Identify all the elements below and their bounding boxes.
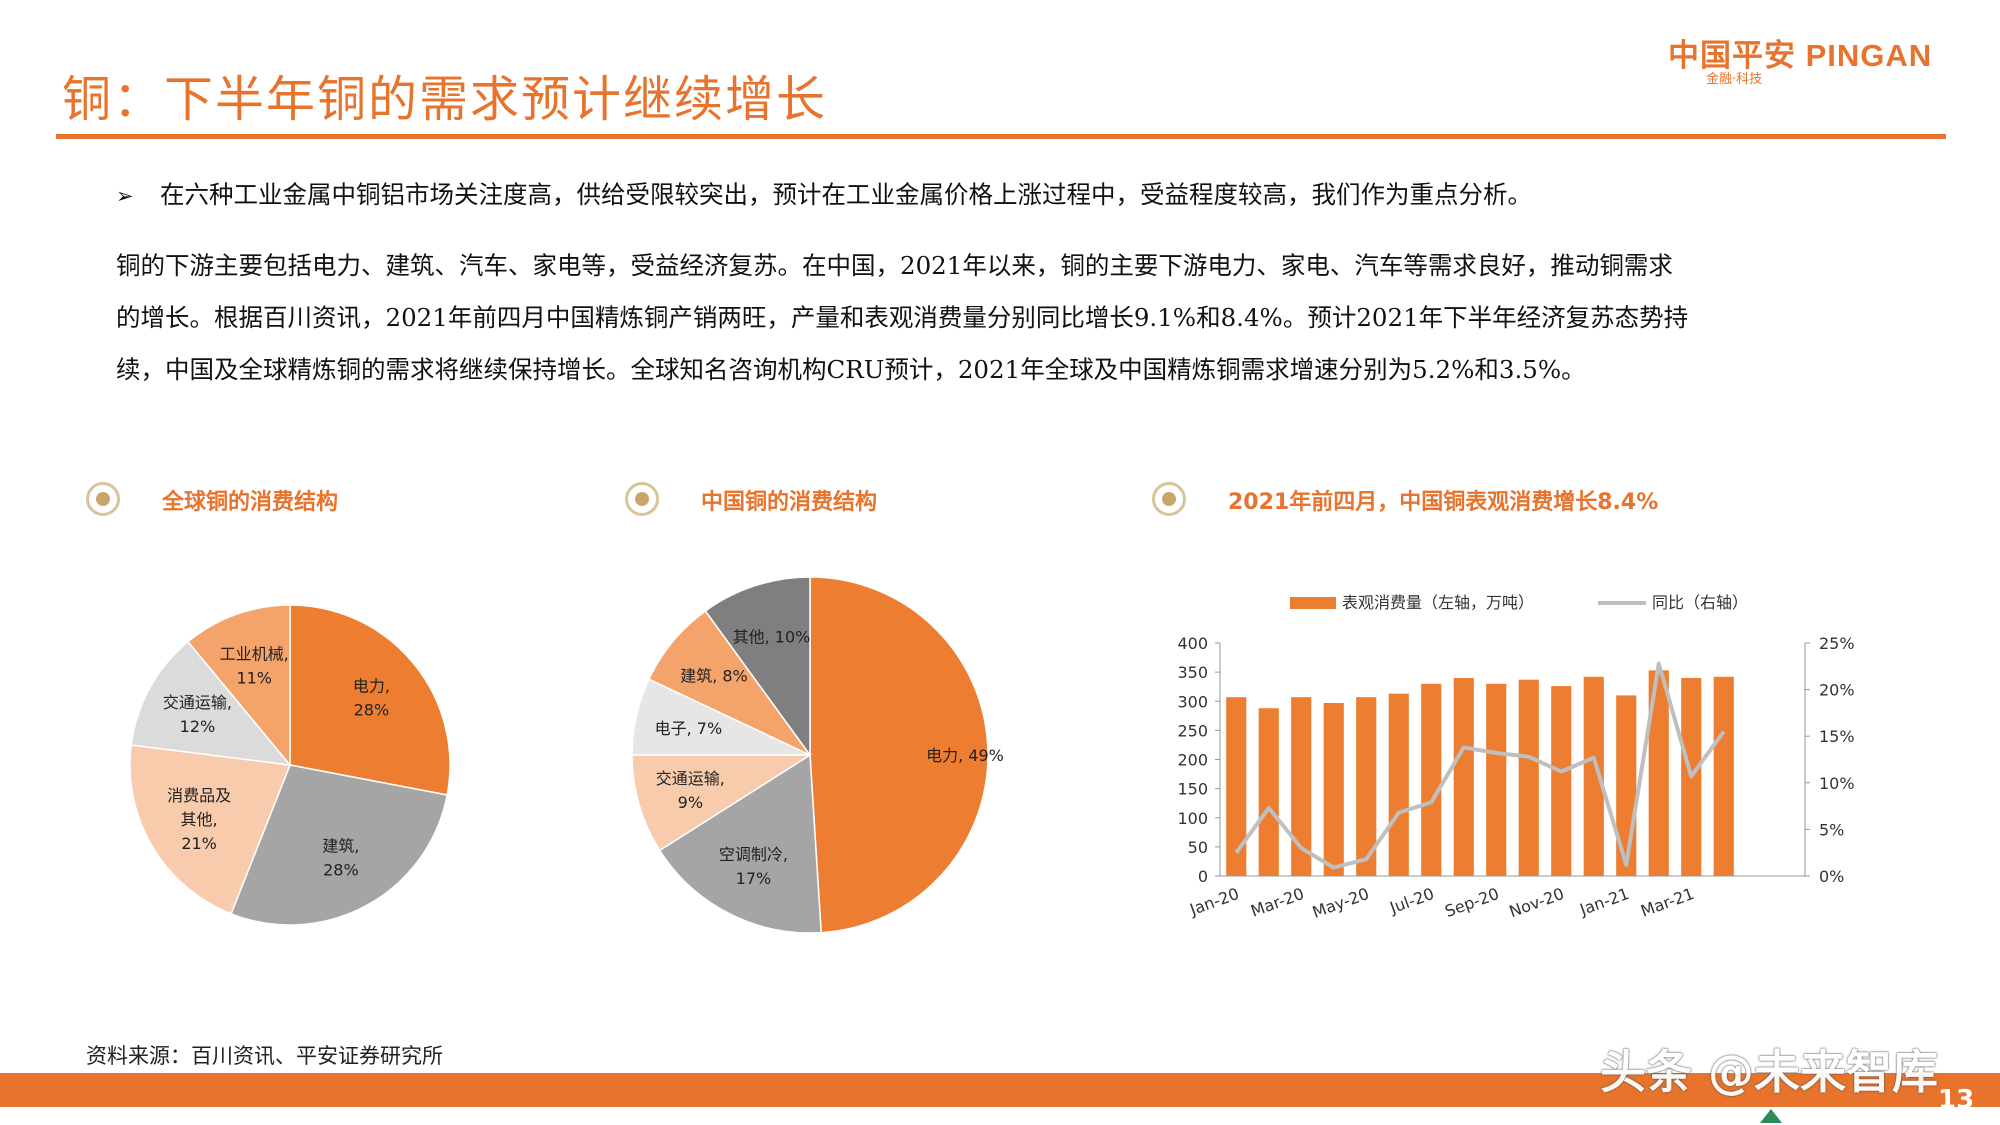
y-left-tick-label: 350 — [1177, 663, 1208, 682]
pie-slice-label: 交通运输, — [163, 693, 232, 712]
footer-bar — [0, 1073, 2000, 1107]
pie-slice — [631, 754, 813, 852]
y-left-tick-label: 400 — [1177, 634, 1208, 653]
x-tick-label: Mar-21 — [1638, 884, 1696, 921]
pie-slice-label: 17% — [736, 869, 772, 888]
bar — [1421, 683, 1442, 876]
paragraph-line: 的增长。根据百川资讯，2021年前四月中国精炼铜产销两旺，产量和表观消费量分别同… — [116, 303, 1689, 332]
x-tick-label: Jan-21 — [1576, 884, 1631, 920]
bar — [1648, 670, 1669, 876]
pie-slice-label: 其他, 10% — [733, 627, 811, 646]
y-right-tick-label: 10% — [1819, 774, 1855, 793]
pie-slice — [647, 609, 811, 756]
pie-slice — [186, 604, 291, 768]
bar — [1356, 697, 1377, 876]
pie-slice-label: 建筑, 8% — [680, 667, 748, 686]
legend-label: 表观消费量（左轴，万吨） — [1342, 593, 1534, 612]
pie-slice-label: 28% — [323, 861, 359, 880]
bar — [1583, 676, 1604, 876]
pie-slice-label: 28% — [354, 701, 390, 720]
bar — [1486, 683, 1507, 876]
title-divider — [56, 134, 1946, 139]
logo-main-text: 中国平安 PINGAN — [1668, 38, 1933, 73]
footer-strip — [0, 1107, 2000, 1125]
pingan-logo: 中国平安 PINGAN 金融·科技 — [1668, 30, 1978, 90]
pie-slice-label: 消费品及 — [167, 786, 231, 805]
bar — [1258, 708, 1279, 876]
x-tick-label: Nov-20 — [1507, 884, 1567, 921]
y-right-tick-label: 0% — [1819, 867, 1844, 886]
y-right-tick-label: 15% — [1819, 727, 1855, 746]
pie-slice-label: 12% — [180, 717, 216, 736]
logo-sub-text: 金融·科技 — [1706, 72, 1763, 87]
pie-slice-label: 电力, 49% — [926, 746, 1004, 765]
radio-bullet-icon — [86, 482, 120, 516]
x-tick-label: Mar-20 — [1248, 884, 1306, 921]
pie-slice — [130, 640, 292, 766]
radio-bullet-icon — [1152, 482, 1186, 516]
y-left-tick-label: 300 — [1177, 692, 1208, 711]
y-left-tick-label: 0 — [1198, 867, 1208, 886]
pie-slice-label: 电子, 7% — [655, 719, 723, 738]
pie-slice — [230, 764, 449, 926]
bar — [1616, 695, 1637, 876]
x-tick-label: Jan-20 — [1186, 884, 1241, 920]
china-copper-pie-chart: 电力, 49% 空调制冷, 17% 交通运输, 9% 电子, 7% 建筑, 8% 其他, 10… — [631, 576, 1004, 934]
pie-slice-label: 交通运输, — [656, 769, 725, 788]
body-paragraph: 铜的下游主要包括电力、建筑、汽车、家电等，受益经济复苏。在中国，2021年以来，… — [116, 240, 1966, 396]
pie-slice — [704, 576, 811, 758]
bar — [1388, 693, 1409, 876]
y-left-tick-label: 100 — [1177, 809, 1208, 828]
pie-slice-label: 其他, — [181, 810, 218, 829]
pie-slice-label: 工业机械, — [220, 645, 289, 664]
pie-slice-label: 11% — [236, 669, 272, 688]
bar — [1518, 679, 1539, 876]
pie-slice-label: 9% — [678, 793, 703, 812]
paragraph-line: 续，中国及全球精炼铜的需求将继续保持增长。全球知名咨询机构CRU预计，2021年… — [116, 355, 1586, 384]
watermark: 头条 @未来智库 — [1600, 1045, 1939, 1099]
pie-slice-label: 空调制冷, — [719, 845, 788, 864]
bar — [1713, 676, 1734, 876]
bar — [1551, 686, 1572, 876]
section-title: 中国铜的消费结构 — [701, 490, 878, 515]
y-right-tick-label: 5% — [1819, 820, 1844, 839]
bullet-point: ➢ 在六种工业金属中铜铝市场关注度高，供给受限较突出，预计在工业金属价格上涨过程中… — [116, 176, 1532, 211]
bar — [1453, 677, 1474, 876]
bar — [1323, 702, 1344, 876]
y-right-tick-label: 20% — [1819, 681, 1855, 700]
bar — [1226, 697, 1247, 876]
pie-slice-label: 电力, — [353, 677, 390, 696]
slide-title: 铜：下半年铜的需求预计继续增长 — [62, 71, 828, 128]
chart-legend: 表观消费量（左轴，万吨） 同比（右轴） — [1290, 593, 1748, 612]
paragraph-line: 铜的下游主要包括电力、建筑、汽车、家电等，受益经济复苏。在中国，2021年以来，… — [116, 251, 1673, 280]
section-title: 全球铜的消费结构 — [162, 490, 339, 515]
pie-slice — [658, 753, 822, 934]
pie-slice — [289, 604, 451, 796]
pie-slice-label: 21% — [181, 834, 217, 853]
radio-bullet-icon — [625, 482, 659, 516]
section-title: 2021年前四月，中国铜表观消费增长8.4% — [1228, 490, 1659, 515]
bullet-text: 在六种工业金属中铜铝市场关注度高，供给受限较突出，预计在工业金属价格上涨过程中，… — [160, 180, 1532, 209]
bar — [1291, 697, 1312, 876]
x-tick-label: Jul-20 — [1386, 884, 1436, 918]
legend-label: 同比（右轴） — [1652, 593, 1748, 612]
x-tick-label: Sep-20 — [1442, 884, 1501, 921]
y-right-tick-label: 25% — [1819, 634, 1855, 653]
pie-slice — [129, 744, 292, 915]
arrow-bullet-icon: ➢ — [116, 184, 134, 208]
y-left-tick-label: 150 — [1177, 780, 1208, 799]
yoy-line — [1234, 661, 1726, 870]
legend-swatch-bar — [1290, 597, 1336, 609]
y-left-tick-label: 50 — [1188, 838, 1208, 857]
y-left-tick-label: 250 — [1177, 721, 1208, 740]
y-left-tick-label: 200 — [1177, 751, 1208, 770]
pie-slice-label: 建筑, — [322, 837, 359, 856]
x-tick-label: May-20 — [1310, 884, 1372, 922]
page-number: 13 — [1938, 1085, 1975, 1115]
pie-slice — [809, 576, 989, 934]
copper-consumption-combo-chart: 表观消费量（左轴，万吨） 同比（右轴） 0 50 100 150 200 250 300 350 4… — [1177, 593, 1855, 922]
source-note: 资料来源：百川资讯、平安证券研究所 — [86, 1044, 443, 1068]
footer-triangle-icon — [1760, 1109, 1782, 1123]
